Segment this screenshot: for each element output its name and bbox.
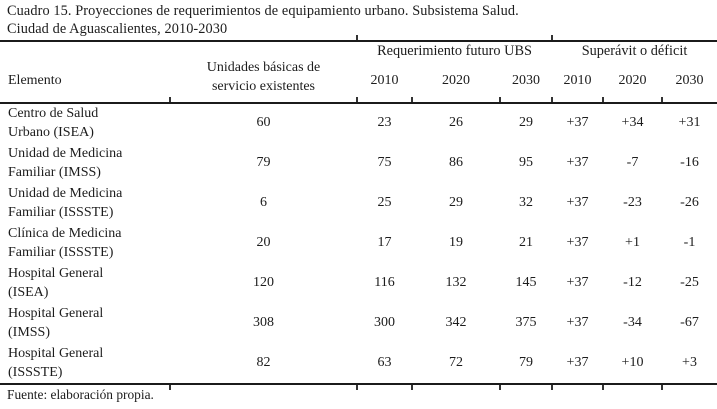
cell-elemento: Unidad de Medicina Familiar (IMSS) (8, 145, 123, 181)
cell-req-2020: 19 (449, 235, 463, 250)
cell-sup-2030: -26 (680, 195, 699, 210)
cell-existentes: 20 (256, 235, 271, 250)
column-tick (661, 97, 663, 102)
column-tick (411, 97, 413, 102)
cell-req-2030: 375 (515, 315, 537, 330)
column-header-sup-2010: 2010 (563, 73, 592, 88)
table-row: Hospital General (IMSS) 308 300 342 375 … (0, 303, 717, 343)
cell-req-2030: 145 (515, 275, 537, 290)
table-row: Unidad de Medicina Familiar (IMSS) 79 75… (0, 143, 717, 183)
cell-existentes: 60 (256, 115, 271, 130)
column-tick (602, 97, 604, 102)
table-header-row: Elemento 2010 2020 2030 2010 2020 2030 (0, 71, 717, 91)
table-title-line-1: Cuadro 15. Proyecciones de requerimiento… (7, 3, 519, 19)
column-tick (356, 97, 358, 102)
column-header-sup-2030: 2030 (675, 73, 704, 88)
cell-req-2010: 23 (377, 115, 392, 130)
cell-sup-2020: -12 (623, 275, 642, 290)
cell-existentes: 79 (256, 155, 271, 170)
cell-req-2020: 342 (445, 315, 467, 330)
cell-sup-2030: -16 (680, 155, 699, 170)
cell-sup-2030: -25 (680, 275, 699, 290)
table-row: Unidad de Medicina Familiar (ISSSTE) 6 2… (0, 183, 717, 223)
cell-sup-2020: +1 (625, 235, 640, 250)
cell-req-2030: 79 (519, 355, 533, 370)
cell-req-2020: 26 (449, 115, 463, 130)
cell-elemento: Hospital General (ISSSTE) (8, 345, 104, 381)
cell-req-2030: 21 (519, 235, 533, 250)
column-tick (169, 97, 171, 102)
column-tick (499, 97, 501, 102)
cell-existentes: 120 (253, 275, 274, 290)
cell-existentes: 6 (260, 195, 267, 210)
cell-req-2010: 17 (377, 235, 392, 250)
table-title-line-2: Ciudad de Aguascalientes, 2010-2030 (7, 21, 228, 37)
column-tick (499, 385, 501, 390)
cell-req-2030: 29 (519, 115, 533, 130)
column-tick (551, 97, 553, 102)
column-tick (411, 385, 413, 390)
source-note: Fuente: elaboración propia. (7, 387, 154, 402)
column-tick (551, 385, 553, 390)
cell-req-2030: 95 (519, 155, 533, 170)
cell-sup-2010: +37 (566, 195, 589, 210)
cell-elemento: Centro de Salud Urbano (ISEA) (8, 105, 99, 141)
cell-sup-2030: -1 (683, 235, 696, 250)
cell-sup-2010: +37 (566, 155, 589, 170)
cell-req-2010: 116 (374, 275, 395, 290)
column-tick (356, 35, 358, 40)
cell-existentes: 82 (256, 355, 271, 370)
table-rule-top (0, 40, 717, 42)
column-header-elemento: Elemento (8, 73, 62, 88)
table-rule-header (0, 102, 717, 104)
cell-req-2030: 32 (519, 195, 533, 210)
column-tick (602, 385, 604, 390)
cell-sup-2030: -67 (680, 315, 699, 330)
cell-req-2010: 63 (377, 355, 392, 370)
cell-elemento: Clínica de Medicina Familiar (ISSSTE) (8, 225, 122, 261)
cell-req-2010: 300 (374, 315, 395, 330)
cell-sup-2020: -7 (626, 155, 639, 170)
cell-req-2020: 72 (449, 355, 463, 370)
cell-sup-2010: +37 (566, 315, 589, 330)
column-tick (356, 385, 358, 390)
cell-existentes: 308 (253, 315, 274, 330)
cell-req-2020: 132 (445, 275, 467, 290)
cell-sup-2030: +31 (678, 115, 701, 130)
table-row: Centro de Salud Urbano (ISEA) 60 23 26 2… (0, 103, 717, 143)
cell-sup-2020: +34 (621, 115, 644, 130)
group-header-superavit: Superávit o déficit (581, 43, 688, 59)
table-rule-bottom (0, 383, 717, 385)
table-body: Centro de Salud Urbano (ISEA) 60 23 26 2… (0, 103, 717, 383)
cell-sup-2020: -23 (623, 195, 642, 210)
cell-req-2010: 75 (377, 155, 392, 170)
cell-req-2010: 25 (377, 195, 392, 210)
cell-elemento: Hospital General (IMSS) (8, 305, 104, 341)
column-tick (551, 35, 553, 40)
column-tick (661, 385, 663, 390)
cell-sup-2010: +37 (566, 275, 589, 290)
column-header-req-2010: 2010 (370, 73, 399, 88)
table-row: Hospital General (ISSSTE) 82 63 72 79 +3… (0, 343, 717, 383)
column-header-req-2030: 2030 (512, 73, 540, 88)
table-row: Clínica de Medicina Familiar (ISSSTE) 20… (0, 223, 717, 263)
cell-sup-2020: -34 (623, 315, 642, 330)
cell-req-2020: 29 (449, 195, 463, 210)
cell-sup-2030: +3 (682, 355, 697, 370)
column-header-sup-2020: 2020 (618, 73, 647, 88)
cell-req-2020: 86 (449, 155, 463, 170)
cell-sup-2010: +37 (566, 115, 589, 130)
column-tick (169, 385, 171, 390)
column-header-req-2020: 2020 (442, 73, 470, 88)
cell-sup-2010: +37 (566, 355, 589, 370)
cell-elemento: Hospital General (ISEA) (8, 265, 104, 301)
cell-sup-2010: +37 (566, 235, 589, 250)
column-header-existentes: Unidades básicas de servicio existentes (206, 60, 321, 94)
cell-elemento: Unidad de Medicina Familiar (ISSSTE) (8, 185, 123, 221)
cell-sup-2020: +10 (621, 355, 644, 370)
table-row: Hospital General (ISEA) 120 116 132 145 … (0, 263, 717, 303)
group-header-requerimiento: Requerimiento futuro UBS (377, 43, 532, 59)
